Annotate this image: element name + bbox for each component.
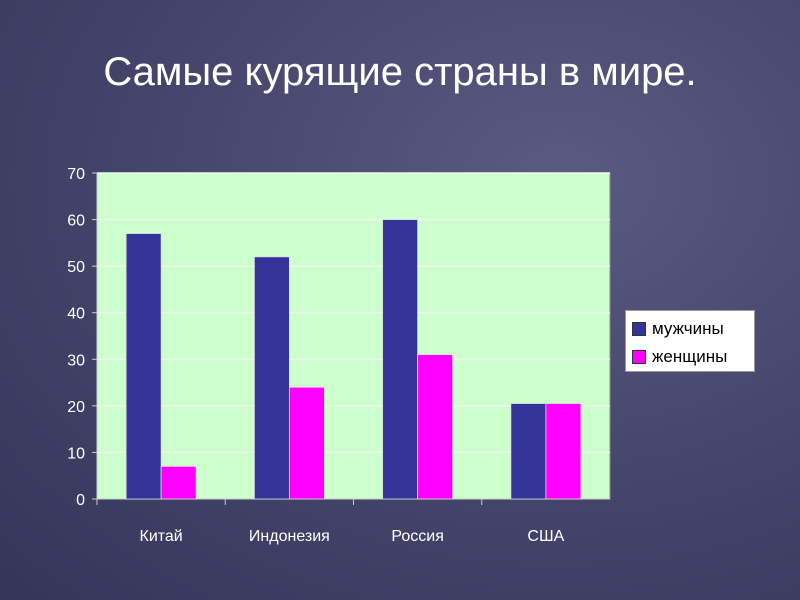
legend-label-women: женщины	[652, 347, 728, 366]
bar-men	[510, 403, 547, 500]
y-tick-label: 0	[76, 492, 85, 509]
legend-label-men: мужчины	[652, 319, 724, 338]
bar-men	[382, 219, 419, 500]
bar-men	[125, 233, 162, 500]
bar-men	[253, 256, 290, 500]
bar-women	[417, 354, 454, 500]
bar-women	[160, 465, 197, 500]
x-tick-label: Индонезия	[249, 528, 330, 545]
x-tick-label: Китай	[140, 528, 183, 545]
y-tick-label: 10	[67, 445, 85, 462]
y-tick-label: 40	[67, 306, 85, 323]
bar-women	[288, 386, 325, 500]
y-tick-label: 70	[67, 166, 85, 183]
x-tick-label: США	[527, 528, 564, 545]
y-tick-label: 50	[67, 259, 85, 276]
y-tick-label: 60	[67, 213, 85, 230]
y-tick-label: 20	[67, 399, 85, 416]
y-tick-label: 30	[67, 352, 85, 369]
legend-item-men: мужчины	[632, 319, 724, 339]
slide-title: Самые курящие страны в мире.	[103, 50, 697, 94]
legend-swatch-women	[632, 350, 646, 364]
legend-item-women: женщины	[632, 347, 727, 367]
bar-women	[545, 403, 582, 500]
legend: мужчины женщины	[625, 310, 755, 372]
x-tick-label: Россия	[391, 528, 443, 545]
legend-swatch-men	[632, 322, 646, 336]
